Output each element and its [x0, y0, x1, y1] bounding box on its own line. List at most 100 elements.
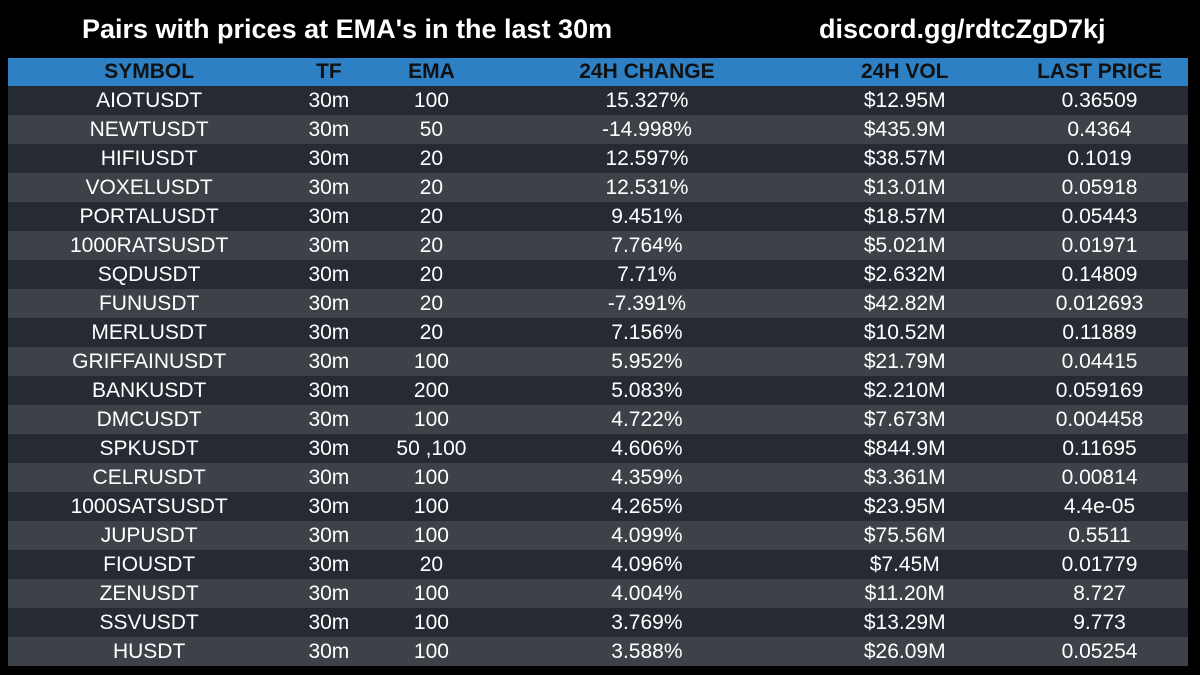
- tf-cell: 30m: [308, 89, 350, 112]
- tf-cell: 30m: [308, 553, 350, 576]
- last-price-cell: 0.004458: [1055, 408, 1144, 431]
- last-price-cell: 0.1019: [1067, 147, 1132, 170]
- tf-cell: 30m: [308, 495, 350, 518]
- symbol-cell: 1000SATSUSDT: [70, 495, 228, 518]
- ema-cell: 20: [419, 176, 444, 199]
- volume-cell: $42.82M: [863, 292, 946, 315]
- ema-pairs-table: SYMBOL TF EMA 24H CHANGE 24H VOL LAST PR…: [8, 58, 1188, 666]
- symbol-cell: GRIFFAINUSDT: [72, 350, 227, 373]
- ema-cell: 100: [413, 466, 449, 489]
- tf-cell: 30m: [308, 379, 350, 402]
- change-cell: 12.597%: [605, 147, 689, 170]
- symbol-cell: SQDUSDT: [97, 263, 201, 286]
- column-header-ema: EMA: [408, 60, 455, 83]
- table-row: VOXELUSDT 30m 20 12.531% $13.01M 0.05918: [8, 173, 1188, 202]
- change-cell: 7.156%: [611, 321, 683, 344]
- tf-cell: 30m: [308, 263, 350, 286]
- tf-cell: 30m: [308, 582, 350, 605]
- last-price-cell: 0.11889: [1062, 321, 1137, 344]
- ema-cell: 20: [419, 553, 444, 576]
- table-row: SSVUSDT 30m 100 3.769% $13.29M 9.773: [8, 608, 1188, 637]
- table-row: CELRUSDT 30m 100 4.359% $3.361M 0.00814: [8, 463, 1188, 492]
- symbol-cell: HUSDT: [112, 640, 186, 663]
- ema-cell: 100: [413, 524, 449, 547]
- ema-cell: 20: [419, 321, 444, 344]
- table-row: ZENUSDT 30m 100 4.004% $11.20M 8.727: [8, 579, 1188, 608]
- symbol-cell: JUPUSDT: [100, 524, 198, 547]
- volume-cell: $2.210M: [863, 379, 946, 402]
- change-cell: 7.764%: [611, 234, 683, 257]
- last-price-cell: 0.05918: [1061, 176, 1138, 199]
- tf-cell: 30m: [308, 350, 350, 373]
- change-cell: 9.451%: [611, 205, 683, 228]
- tf-cell: 30m: [308, 321, 350, 344]
- change-cell: 3.588%: [611, 640, 683, 663]
- tf-cell: 30m: [308, 118, 350, 141]
- table-row: HUSDT 30m 100 3.588% $26.09M 0.05254: [8, 637, 1188, 666]
- ema-cell: 20: [419, 292, 444, 315]
- ema-cell: 100: [413, 582, 449, 605]
- change-cell: 4.359%: [611, 466, 683, 489]
- tf-cell: 30m: [308, 205, 350, 228]
- last-price-cell: 0.012693: [1055, 292, 1144, 315]
- change-cell: 4.265%: [611, 495, 683, 518]
- table-row: DMCUSDT 30m 100 4.722% $7.673M 0.004458: [8, 405, 1188, 434]
- ema-cell: 100: [413, 611, 449, 634]
- symbol-cell: ZENUSDT: [99, 582, 199, 605]
- table-row: PORTALUSDT 30m 20 9.451% $18.57M 0.05443: [8, 202, 1188, 231]
- table-row: GRIFFAINUSDT 30m 100 5.952% $21.79M 0.04415: [8, 347, 1188, 376]
- column-header-last-price: LAST PRICE: [1037, 60, 1162, 83]
- ema-cell: 50 ,100: [396, 437, 467, 460]
- table-row: HIFIUSDT 30m 20 12.597% $38.57M 0.1019: [8, 144, 1188, 173]
- symbol-cell: SSVUSDT: [99, 611, 199, 634]
- change-cell: 5.083%: [611, 379, 683, 402]
- volume-cell: $7.673M: [863, 408, 946, 431]
- last-price-cell: 0.4364: [1067, 118, 1132, 141]
- ema-cell: 100: [413, 89, 449, 112]
- symbol-cell: FIOUSDT: [103, 553, 196, 576]
- volume-cell: $7.45M: [869, 553, 940, 576]
- tf-cell: 30m: [308, 611, 350, 634]
- last-price-cell: 8.727: [1073, 582, 1126, 605]
- change-cell: 15.327%: [605, 89, 689, 112]
- volume-cell: $26.09M: [863, 640, 946, 663]
- volume-cell: $12.95M: [863, 89, 946, 112]
- table-body: AIOTUSDT 30m 100 15.327% $12.95M 0.36509 NEWTU…: [8, 86, 1188, 666]
- last-price-cell: 0.059169: [1055, 379, 1144, 402]
- column-header-24h-change: 24H CHANGE: [579, 60, 715, 83]
- ema-cell: 20: [419, 205, 444, 228]
- column-header-24h-vol: 24H VOL: [860, 60, 949, 83]
- table-row: NEWTUSDT 30m 50 -14.998% $435.9M 0.4364: [8, 115, 1188, 144]
- tf-cell: 30m: [308, 408, 350, 431]
- volume-cell: $3.361M: [863, 466, 946, 489]
- symbol-cell: BANKUSDT: [91, 379, 207, 402]
- last-price-cell: 0.01779: [1061, 553, 1138, 576]
- tf-cell: 30m: [308, 292, 350, 315]
- volume-cell: $844.9M: [863, 437, 946, 460]
- change-cell: -7.391%: [607, 292, 687, 315]
- symbol-cell: MERLUSDT: [91, 321, 207, 344]
- tf-cell: 30m: [308, 466, 350, 489]
- change-cell: 5.952%: [611, 350, 683, 373]
- change-cell: 3.769%: [611, 611, 683, 634]
- table-row: 1000SATSUSDT 30m 100 4.265% $23.95M 4.4e-05: [8, 492, 1188, 521]
- last-price-cell: 0.36509: [1061, 89, 1138, 112]
- tf-cell: 30m: [308, 524, 350, 547]
- volume-cell: $21.79M: [863, 350, 946, 373]
- symbol-cell: FUNUSDT: [98, 292, 200, 315]
- last-price-cell: 0.5511: [1068, 524, 1131, 547]
- ema-cell: 20: [419, 263, 444, 286]
- table-row: FIOUSDT 30m 20 4.096% $7.45M 0.01779: [8, 550, 1188, 579]
- symbol-cell: DMCUSDT: [96, 408, 202, 431]
- last-price-cell: 0.14809: [1061, 263, 1138, 286]
- header-bar: Pairs with prices at EMA's in the last 3…: [0, 0, 1200, 58]
- change-cell: 4.606%: [611, 437, 683, 460]
- last-price-cell: 4.4e-05: [1063, 495, 1136, 518]
- tf-cell: 30m: [308, 147, 350, 170]
- table-row: AIOTUSDT 30m 100 15.327% $12.95M 0.36509: [8, 86, 1188, 115]
- tf-cell: 30m: [308, 234, 350, 257]
- volume-cell: $2.632M: [863, 263, 946, 286]
- last-price-cell: 0.05254: [1061, 640, 1138, 663]
- volume-cell: $11.20M: [864, 582, 945, 605]
- column-header-symbol: SYMBOL: [104, 60, 195, 83]
